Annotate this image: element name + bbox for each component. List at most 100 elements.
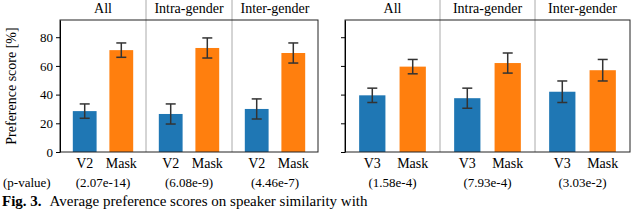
p-value: (3.03e-2) <box>558 175 606 190</box>
error-line <box>562 81 564 103</box>
bar <box>281 53 305 152</box>
y-axis: 0 20 40 60 80 <box>40 21 61 160</box>
p-value: (1.58e-4) <box>368 175 416 190</box>
group-title: Intra-gender <box>453 1 523 16</box>
error-bar <box>116 43 126 57</box>
error-bar <box>80 104 90 118</box>
error-cap <box>80 103 90 105</box>
panel: AllIntra-genderInter-genderV3MaskV3MaskV… <box>341 0 630 190</box>
plot-frame <box>60 20 318 152</box>
y-tick <box>341 66 345 67</box>
y-tick: 80 <box>40 30 60 45</box>
error-line <box>602 59 604 81</box>
error-line <box>372 88 374 102</box>
p-value: (7.93e-4) <box>463 175 511 190</box>
tick-mark <box>56 152 60 153</box>
group-title: Inter-gender <box>241 1 310 16</box>
tick-label: 60 <box>40 59 53 74</box>
error-line <box>170 104 172 124</box>
plot-area <box>359 53 616 152</box>
tick-label: 20 <box>40 116 53 131</box>
panel: All Intra-gender Inter-gender 0 20 40 60 80 V2 Ma… <box>3 0 318 190</box>
error-cap <box>462 107 472 109</box>
group-title: Intra-gender <box>154 1 224 16</box>
y-tick: 40 <box>40 87 60 102</box>
error-bar <box>557 81 567 103</box>
error-bar <box>202 38 212 58</box>
error-line <box>84 104 86 118</box>
bar <box>359 95 385 152</box>
group-title: All <box>384 1 402 16</box>
error-cap <box>202 57 212 59</box>
error-cap <box>408 59 418 61</box>
group-title: All <box>94 1 112 16</box>
group-separator <box>535 0 536 152</box>
tick-mark <box>341 152 345 153</box>
tick-mark <box>341 66 345 67</box>
x-label: V2 <box>162 156 179 171</box>
x-label: Mask <box>192 156 223 171</box>
y-tick <box>341 123 345 124</box>
error-bar <box>503 53 513 73</box>
error-bar <box>598 59 608 81</box>
axis-line <box>60 21 61 153</box>
x-label: Mask <box>587 156 618 171</box>
tick-mark <box>341 37 345 38</box>
group-title: Inter-gender <box>548 1 617 16</box>
group-separator <box>440 0 441 152</box>
y-tick: 20 <box>40 116 60 131</box>
plot-area <box>73 38 305 152</box>
error-cap <box>503 52 513 54</box>
error-cap <box>557 102 567 104</box>
y-axis-title: Preference score [%] <box>4 27 19 144</box>
p-value: (2.07e-14) <box>76 175 131 190</box>
y-tick <box>341 152 345 153</box>
error-cap <box>252 98 262 100</box>
x-label: V3 <box>364 156 381 171</box>
bar <box>495 63 521 152</box>
error-line <box>507 53 509 73</box>
tick-label: 40 <box>40 87 53 102</box>
x-label: Mask <box>492 156 523 171</box>
x-label: V2 <box>76 156 93 171</box>
error-cap <box>503 72 513 74</box>
tick-label: 0 <box>47 145 54 160</box>
bar <box>109 50 133 152</box>
chart-root: All Intra-gender Inter-gender 0 20 40 60 80 V2 Ma… <box>0 0 640 211</box>
p-value: (6.08e-9) <box>165 175 213 190</box>
tick-mark <box>56 123 60 124</box>
error-cap <box>288 62 298 64</box>
x-label: V3 <box>459 156 476 171</box>
error-bar <box>252 99 262 119</box>
error-bar <box>288 43 298 63</box>
tick-mark <box>341 95 345 96</box>
error-cap <box>166 103 176 105</box>
tick-label: 80 <box>40 30 53 45</box>
error-line <box>207 38 209 58</box>
x-label: Mask <box>278 156 309 171</box>
error-cap <box>367 87 377 89</box>
p-value: (4.46e-7) <box>251 175 299 190</box>
bar <box>400 67 426 152</box>
error-cap <box>252 118 262 120</box>
error-line <box>293 43 295 63</box>
error-line <box>121 43 123 57</box>
y-tick: 0 <box>47 145 61 160</box>
caption-label: Fig. 3. <box>2 193 42 209</box>
error-bar <box>462 88 472 108</box>
tick-mark <box>56 95 60 96</box>
group-separator <box>232 0 233 152</box>
error-bar <box>367 88 377 102</box>
x-label: V2 <box>248 156 265 171</box>
error-cap <box>288 42 298 44</box>
error-cap <box>598 59 608 61</box>
plot-frame <box>345 20 630 152</box>
error-line <box>256 99 258 119</box>
y-tick: 60 <box>40 59 60 74</box>
y-axis <box>341 21 346 153</box>
p-value-label: (p-value) <box>3 175 51 190</box>
y-tick <box>341 95 345 96</box>
tick-mark <box>56 37 60 38</box>
error-cap <box>116 57 126 59</box>
error-cap <box>408 73 418 75</box>
